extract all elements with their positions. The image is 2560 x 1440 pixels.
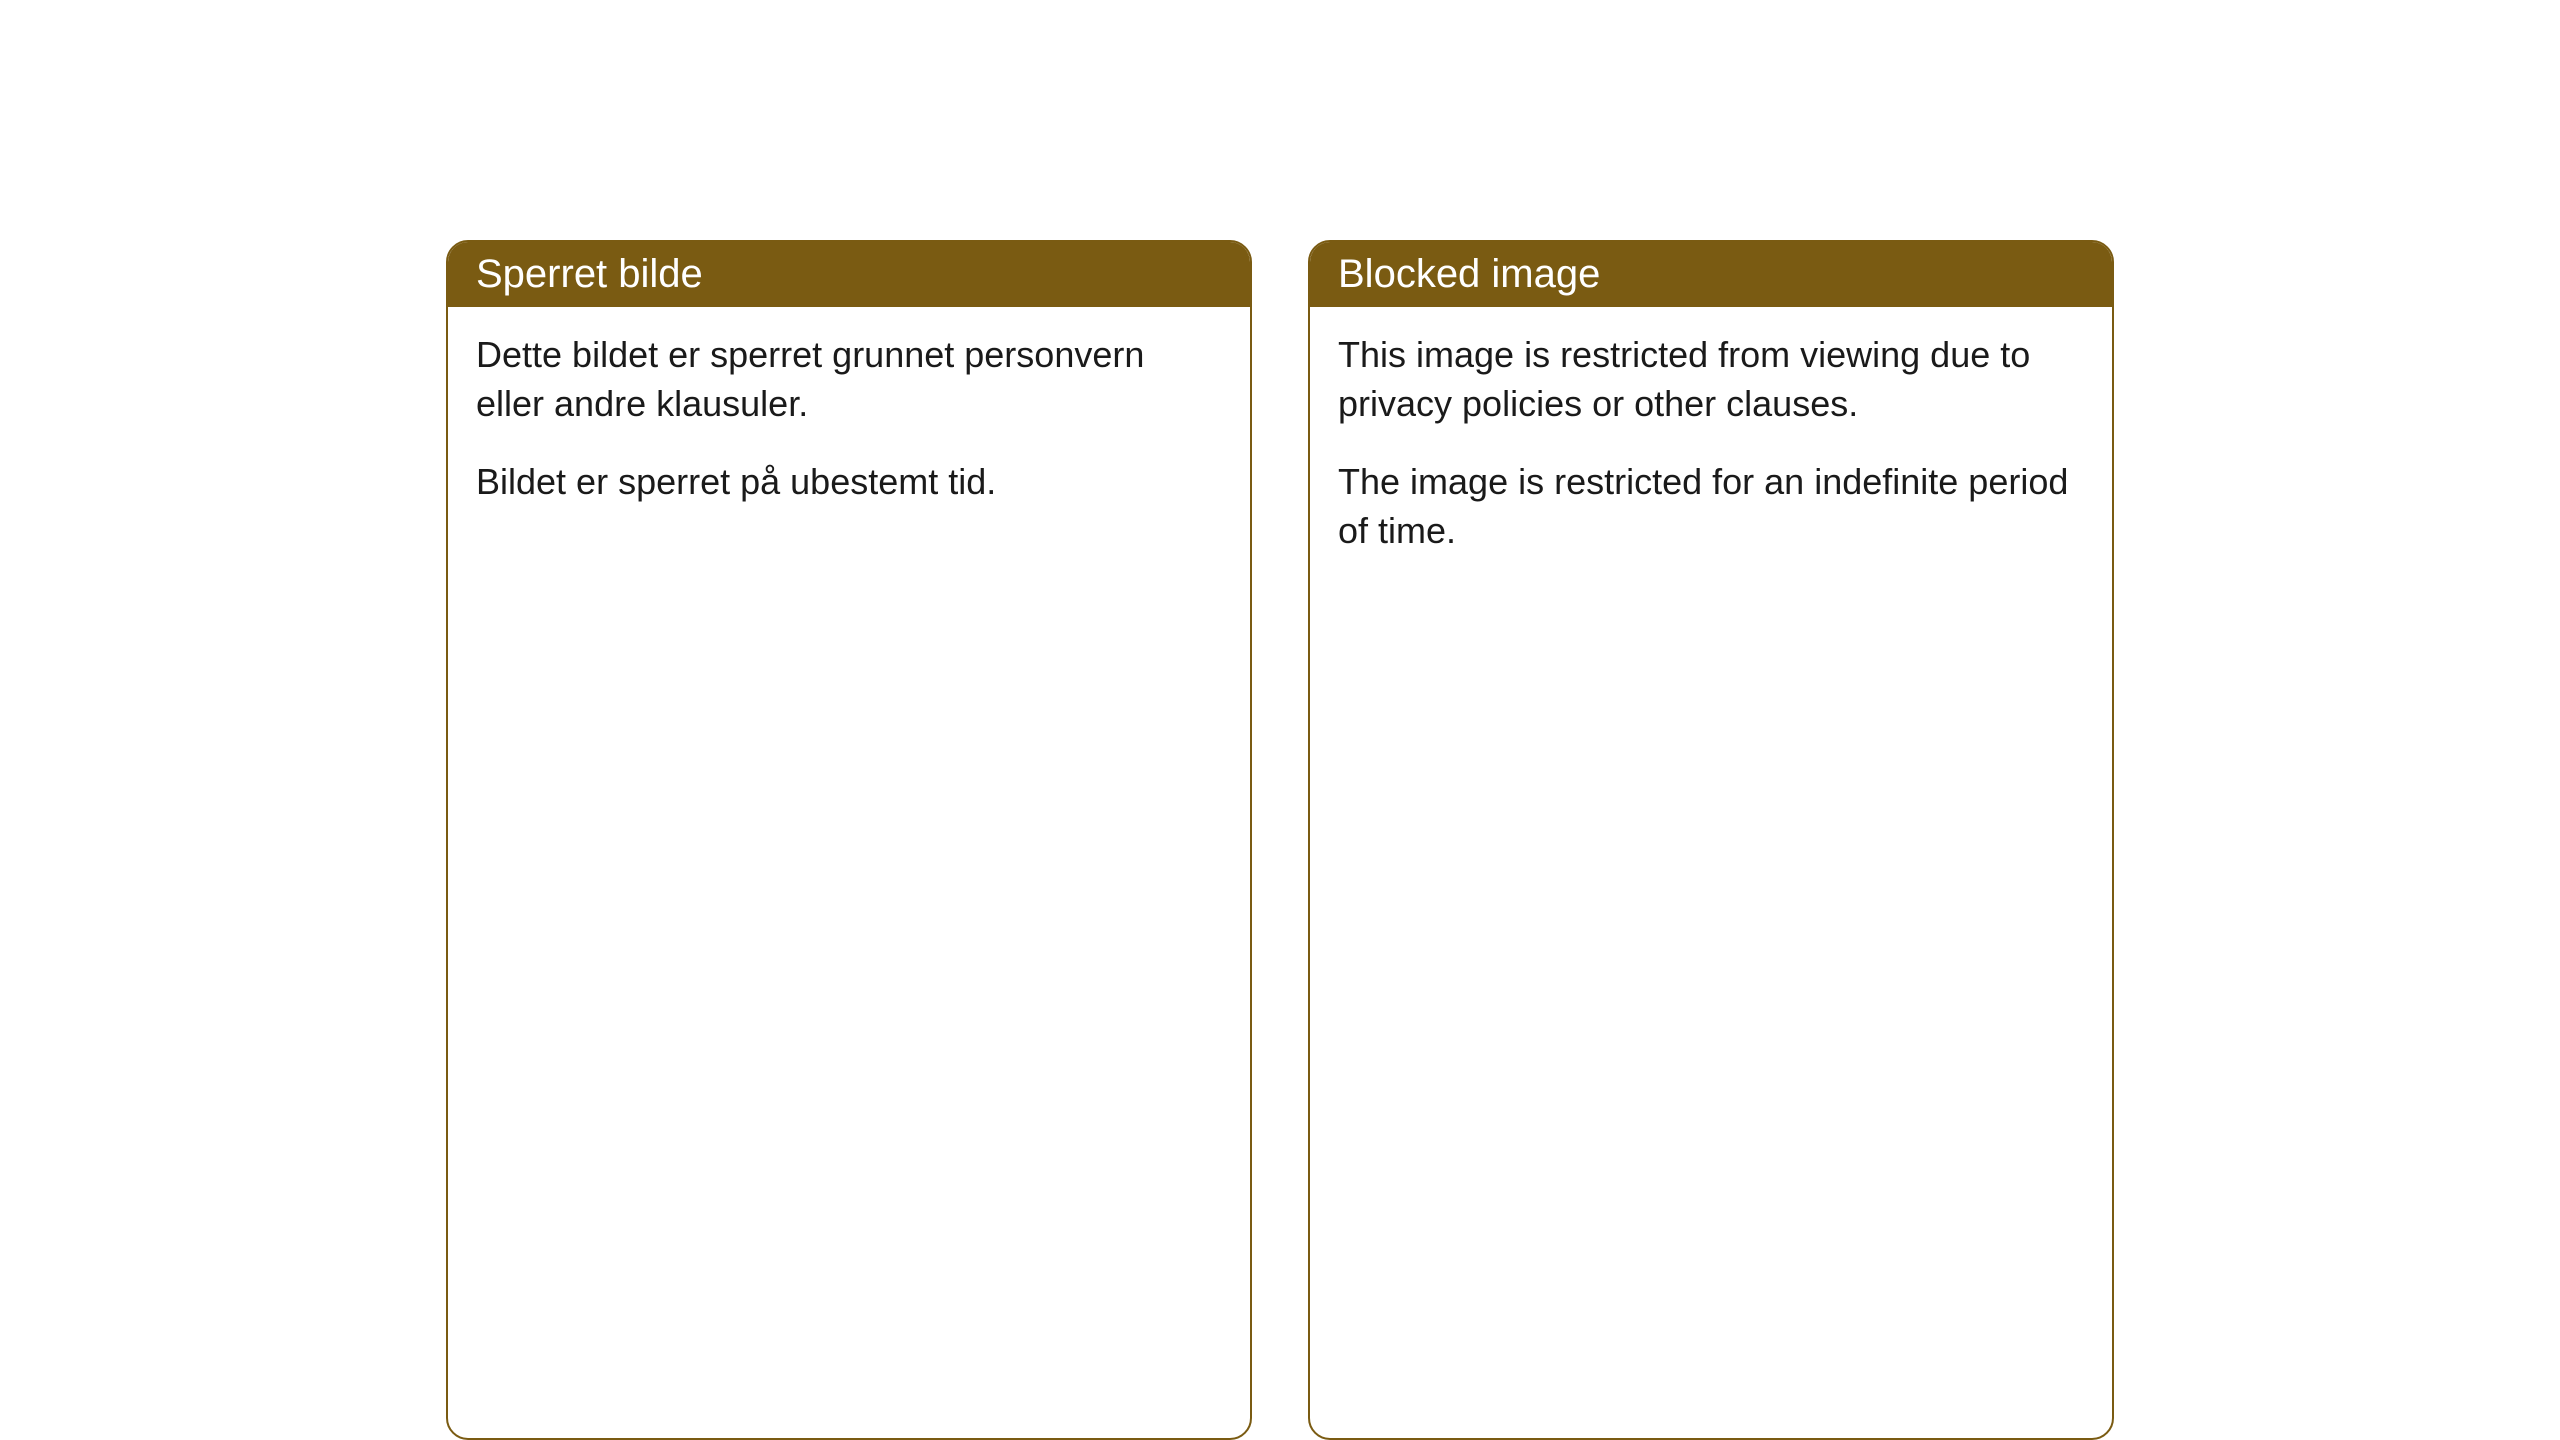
card-body-norwegian: Dette bildet er sperret grunnet personve…	[448, 307, 1250, 551]
notice-card-english: Blocked image This image is restricted f…	[1308, 240, 2114, 1440]
card-paragraph-1-norwegian: Dette bildet er sperret grunnet personve…	[476, 331, 1222, 428]
notice-container: Sperret bilde Dette bildet er sperret gr…	[446, 240, 2114, 1440]
card-body-english: This image is restricted from viewing du…	[1310, 307, 2112, 599]
card-header-norwegian: Sperret bilde	[448, 242, 1250, 307]
card-paragraph-1-english: This image is restricted from viewing du…	[1338, 331, 2084, 428]
card-header-english: Blocked image	[1310, 242, 2112, 307]
card-paragraph-2-norwegian: Bildet er sperret på ubestemt tid.	[476, 458, 1222, 507]
card-paragraph-2-english: The image is restricted for an indefinit…	[1338, 458, 2084, 555]
notice-card-norwegian: Sperret bilde Dette bildet er sperret gr…	[446, 240, 1252, 1440]
card-title-english: Blocked image	[1338, 252, 1600, 296]
card-title-norwegian: Sperret bilde	[476, 252, 703, 296]
